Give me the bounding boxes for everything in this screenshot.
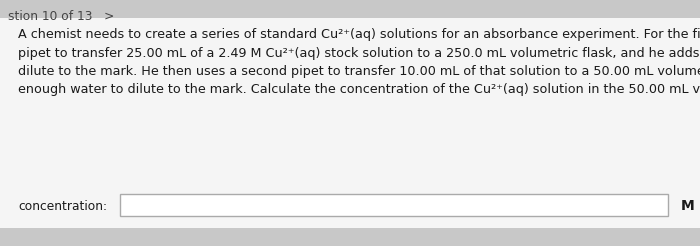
Text: stion 10 of 13   >: stion 10 of 13 > (8, 10, 114, 23)
Text: pipet to transfer 25.00 mL of a 2.49 M Cu²⁺(aq) stock solution to a 250.0 mL vol: pipet to transfer 25.00 mL of a 2.49 M C… (18, 46, 700, 60)
Text: dilute to the mark. He then uses a second pipet to transfer 10.00 mL of that sol: dilute to the mark. He then uses a secon… (18, 65, 700, 78)
Bar (0, 18, 700, 228)
Text: A chemist needs to create a series of standard Cu²⁺(aq) solutions for an absorba: A chemist needs to create a series of st… (18, 28, 700, 41)
Text: M: M (681, 199, 695, 213)
Text: enough water to dilute to the mark. Calculate the concentration of the Cu²⁺(aq) : enough water to dilute to the mark. Calc… (18, 83, 700, 96)
Bar (120, 194, 668, 216)
Text: concentration:: concentration: (18, 200, 107, 213)
